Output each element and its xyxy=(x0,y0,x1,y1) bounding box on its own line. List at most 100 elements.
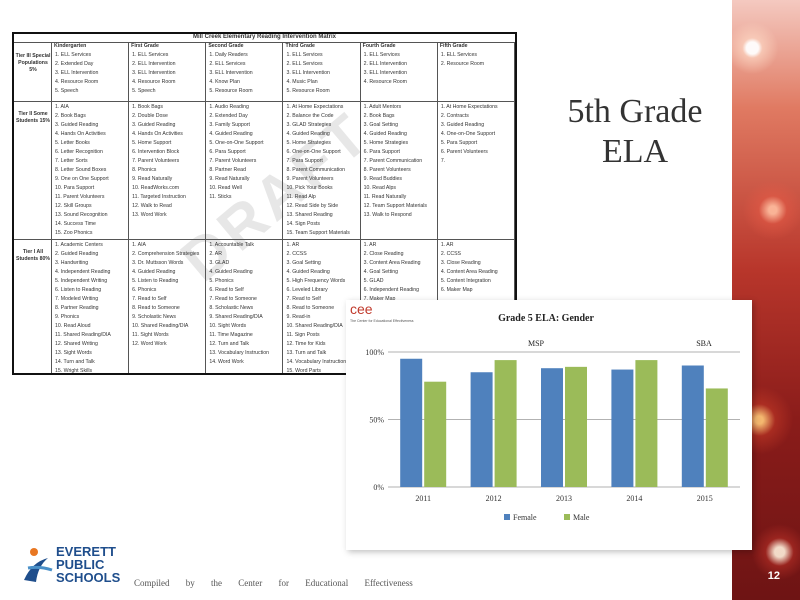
matrix-item: 13. Sight Words xyxy=(55,350,92,356)
annotation-sba: SBA xyxy=(696,339,712,348)
matrix-cell: 1. Adult Mentors 2. Book Bags 3. Goal Sett… xyxy=(361,103,437,220)
legend-swatch-male xyxy=(564,514,570,520)
matrix-item: 6. Intervention Block xyxy=(132,149,180,155)
matrix-item: 13. Shared Reading xyxy=(286,212,333,218)
matrix-item: 1. At Home Expectations xyxy=(440,104,498,110)
matrix-item: 10. Sight Words xyxy=(209,323,247,329)
matrix-item: 11. Sign Posts xyxy=(286,332,320,338)
matrix-item: 15. Team Support Materials xyxy=(286,230,350,236)
matrix-item: 12. Read Side by Side xyxy=(286,203,339,209)
matrix-item: 3. Family Support xyxy=(209,122,250,128)
matrix-item: 1. ELL Services xyxy=(363,52,400,58)
matrix-item: 12. Team Support Materials xyxy=(363,203,427,209)
bar-female xyxy=(541,368,563,487)
matrix-item: 1. Daily Readers xyxy=(209,52,248,58)
matrix-item: 7. Maker Map xyxy=(363,296,396,302)
matrix-row-divider xyxy=(14,239,515,240)
matrix-item: 7. Parent Volunteers xyxy=(209,158,257,164)
matrix-cell: 1. At Home Expectations 2. Contracts 3. Gu… xyxy=(438,103,514,166)
y-tick-label: 0% xyxy=(373,483,384,492)
matrix-item: 4. Music Plan xyxy=(286,79,318,85)
matrix-item: 10. Pick Your Books xyxy=(286,185,333,191)
matrix-item: 7. Read to Someone xyxy=(209,296,257,302)
matrix-item: 3. Dr. Muttsson Words xyxy=(132,260,184,266)
matrix-item: 2. AR xyxy=(209,251,223,257)
matrix-item: 5. GLAD xyxy=(363,278,384,284)
matrix-item: 15. Wright Skills xyxy=(55,368,93,374)
matrix-item: 2. Resource Room xyxy=(440,61,485,67)
logo-text: EVERETT PUBLIC SCHOOLS xyxy=(56,545,120,584)
intervention-matrix-image: Mill Creek Elementary Reading Interventi… xyxy=(12,32,517,375)
annotation-msp: MSP xyxy=(528,339,545,348)
matrix-item: 6. Independent Reading xyxy=(363,287,420,293)
matrix-item: 5. Resource Room xyxy=(286,88,330,94)
grade-column: Third Grade 1. ELL Services 2. ELL Service… xyxy=(284,43,361,373)
matrix-item: 14. Sign Posts xyxy=(286,221,320,227)
matrix-item: 4. Know Plan xyxy=(209,79,240,85)
matrix-item: 3. Content Area Reading xyxy=(363,260,421,266)
matrix-item: 7. xyxy=(440,158,446,164)
gender-chart-card: cee The Center for Educational Effectiven… xyxy=(346,300,752,550)
matrix-item: 5. Home Strategies xyxy=(363,140,409,146)
matrix-cell: 1. Audio Reading 2. Extended Day 3. Family… xyxy=(206,103,282,202)
matrix-item: 1. ELL Services xyxy=(55,52,92,58)
x-tick-label: 2014 xyxy=(626,494,642,503)
matrix-item: 3. Guided Reading xyxy=(440,122,485,128)
gender-bar-chart: cee The Center for Educational Effectiven… xyxy=(350,301,740,522)
matrix-cell: 1. ELL Services 2. ELL Intervention 3. ELL… xyxy=(361,51,437,87)
matrix-item: 6. Phonics xyxy=(132,287,157,293)
everett-logo-icon xyxy=(24,548,53,582)
matrix-item: 5. Letter Books xyxy=(55,140,90,146)
grade-column: Second Grade 1. Daily Readers 2. ELL Servi… xyxy=(206,43,284,373)
x-tick-label: 2015 xyxy=(697,494,713,503)
matrix-cell: 1. ELL Services 2. ELL Services 3. ELL Int… xyxy=(284,51,360,96)
matrix-item: 4. One-on-One Support xyxy=(440,131,496,137)
grade-column: Kindergarten 1. ELL Services 2. Extended D… xyxy=(52,43,130,374)
matrix-item: 8. Read to Someone xyxy=(132,305,180,311)
logo-line1: EVERETT xyxy=(56,544,116,559)
matrix-item: 5. Speech xyxy=(132,88,156,94)
matrix-cell: 1. AR 2. Close Reading 3. Content Area Rea… xyxy=(361,241,437,304)
matrix-item: 7. Letter Sorts xyxy=(55,158,88,164)
matrix-item: 3. ELL Intervention xyxy=(132,70,176,76)
matrix-item: 4. Guided Reading xyxy=(209,269,253,275)
matrix-item: 3. Goal Setting xyxy=(363,122,398,128)
matrix-item: 1. ELL Services xyxy=(440,52,477,58)
matrix-item: 9. Scholastic News xyxy=(132,314,176,320)
matrix-item: 12. Skill Groups xyxy=(55,203,92,209)
matrix-item: 5. Para Support xyxy=(440,140,478,146)
logo-line3: SCHOOLS xyxy=(56,570,121,585)
grade-column-header: Fifth Grade xyxy=(439,43,468,49)
matrix-item: 5. High Frequency Words xyxy=(286,278,346,284)
matrix-item: 1. AR xyxy=(286,242,300,248)
matrix-item: 6. Maker Map xyxy=(440,287,473,293)
matrix-item: 11. Read Naturally xyxy=(363,194,407,200)
matrix-item: 9. One on One Support xyxy=(55,176,109,182)
matrix-item: 9. Read-in xyxy=(286,314,311,320)
matrix-item: 4. Content Area Reading xyxy=(440,269,498,275)
matrix-item: 9. Parent Volunteers xyxy=(286,176,334,182)
matrix-item: 2. Book Bags xyxy=(55,113,86,119)
matrix-item: 1. Academic Centers xyxy=(55,242,103,248)
matrix-item: 1. Book Bags xyxy=(132,104,164,110)
matrix-item: 14. Word Work xyxy=(209,359,244,365)
tier-label: Tier III Special Populations 5% xyxy=(15,53,51,73)
matrix-item: 15. Zoo Phonics xyxy=(55,230,93,236)
matrix-item: 8. Partner Reading xyxy=(55,305,99,311)
matrix-cell: 1. Daily Readers 2. ELL Services 3. ELL In… xyxy=(206,51,282,96)
matrix-item: 2. Balance the Code xyxy=(286,113,334,119)
matrix-item: 4. Guided Reading xyxy=(286,131,330,137)
matrix-item: 12. Walk to Read xyxy=(132,203,172,209)
matrix-item: 2. CCSS xyxy=(286,251,307,257)
matrix-item: 2. Book Bags xyxy=(363,113,395,119)
matrix-item: 1. Adult Mentors xyxy=(363,104,402,110)
matrix-item: 4. Guided Reading xyxy=(132,269,176,275)
matrix-item: 6. Leveled Library xyxy=(286,287,328,293)
matrix-item: 13. Sound Recognition xyxy=(55,212,108,218)
matrix-item: 4. Guided Reading xyxy=(363,131,407,137)
legend-label-male: Male xyxy=(573,513,590,522)
matrix-item: 12. Shared Writing xyxy=(55,341,98,347)
matrix-item: 1. Accountable Talk xyxy=(209,242,254,248)
bar-female xyxy=(470,372,493,487)
slide-title-line2: ELA xyxy=(601,133,669,170)
